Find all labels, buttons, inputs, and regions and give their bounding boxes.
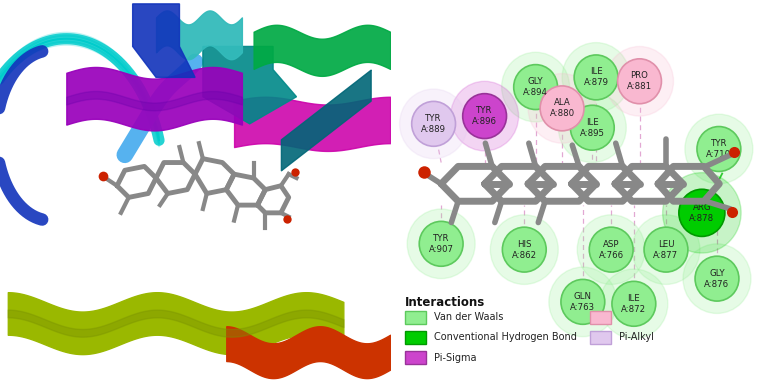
Text: ALA
A:880: ALA A:880 — [550, 98, 574, 118]
Text: ILE
A:895: ILE A:895 — [580, 118, 604, 138]
Text: ILE
A:879: ILE A:879 — [584, 67, 608, 87]
Text: Pi-Alkyl: Pi-Alkyl — [619, 332, 654, 342]
Circle shape — [571, 105, 614, 150]
Circle shape — [562, 43, 630, 112]
Circle shape — [632, 215, 700, 284]
Circle shape — [589, 227, 633, 272]
Text: ASP
A:766: ASP A:766 — [598, 240, 624, 260]
Text: GLY
A:894: GLY A:894 — [523, 77, 548, 97]
Circle shape — [605, 46, 674, 116]
Circle shape — [600, 269, 668, 339]
Circle shape — [697, 127, 741, 171]
Circle shape — [683, 244, 751, 313]
Circle shape — [502, 227, 546, 272]
Circle shape — [578, 215, 645, 284]
Circle shape — [540, 86, 584, 131]
Circle shape — [695, 256, 739, 301]
Circle shape — [679, 189, 725, 236]
Circle shape — [407, 209, 475, 279]
Text: Interactions: Interactions — [406, 296, 485, 309]
Circle shape — [617, 59, 661, 104]
Circle shape — [412, 101, 455, 146]
Circle shape — [490, 215, 558, 284]
Circle shape — [663, 173, 741, 253]
Circle shape — [502, 52, 570, 122]
Text: TYR
A:907: TYR A:907 — [429, 234, 454, 254]
FancyBboxPatch shape — [406, 311, 426, 324]
Text: Conventional Hydrogen Bond: Conventional Hydrogen Bond — [434, 332, 577, 342]
FancyBboxPatch shape — [591, 311, 611, 324]
Circle shape — [558, 93, 626, 163]
Text: HIS
A:862: HIS A:862 — [511, 240, 537, 260]
Text: Pi-Sigma: Pi-Sigma — [434, 353, 476, 363]
Text: GLN
A:763: GLN A:763 — [571, 292, 595, 312]
Text: TYR
A:889: TYR A:889 — [421, 114, 446, 134]
Text: ARG
A:878: ARG A:878 — [690, 203, 714, 223]
Circle shape — [514, 65, 558, 110]
FancyBboxPatch shape — [406, 331, 426, 344]
Circle shape — [462, 94, 507, 139]
Circle shape — [574, 55, 618, 100]
Text: Van der Waals: Van der Waals — [434, 312, 503, 322]
Text: LEU
A:877: LEU A:877 — [654, 240, 679, 260]
Polygon shape — [133, 4, 195, 77]
Text: TYR
A:896: TYR A:896 — [472, 106, 497, 126]
Circle shape — [685, 114, 753, 184]
FancyBboxPatch shape — [406, 351, 426, 364]
Circle shape — [419, 221, 463, 266]
Text: GLY
A:876: GLY A:876 — [704, 269, 730, 289]
Circle shape — [644, 227, 688, 272]
Polygon shape — [203, 46, 296, 124]
Circle shape — [612, 281, 656, 326]
Text: ILE
A:872: ILE A:872 — [621, 294, 647, 314]
Text: TYR
A:710: TYR A:710 — [707, 139, 731, 159]
FancyBboxPatch shape — [591, 331, 611, 344]
Text: PRO
A:881: PRO A:881 — [627, 71, 652, 91]
Text: Alkyl: Alkyl — [619, 312, 642, 322]
Circle shape — [528, 74, 596, 143]
Circle shape — [399, 89, 468, 159]
Circle shape — [549, 267, 617, 337]
Circle shape — [561, 279, 604, 324]
Circle shape — [451, 81, 518, 151]
